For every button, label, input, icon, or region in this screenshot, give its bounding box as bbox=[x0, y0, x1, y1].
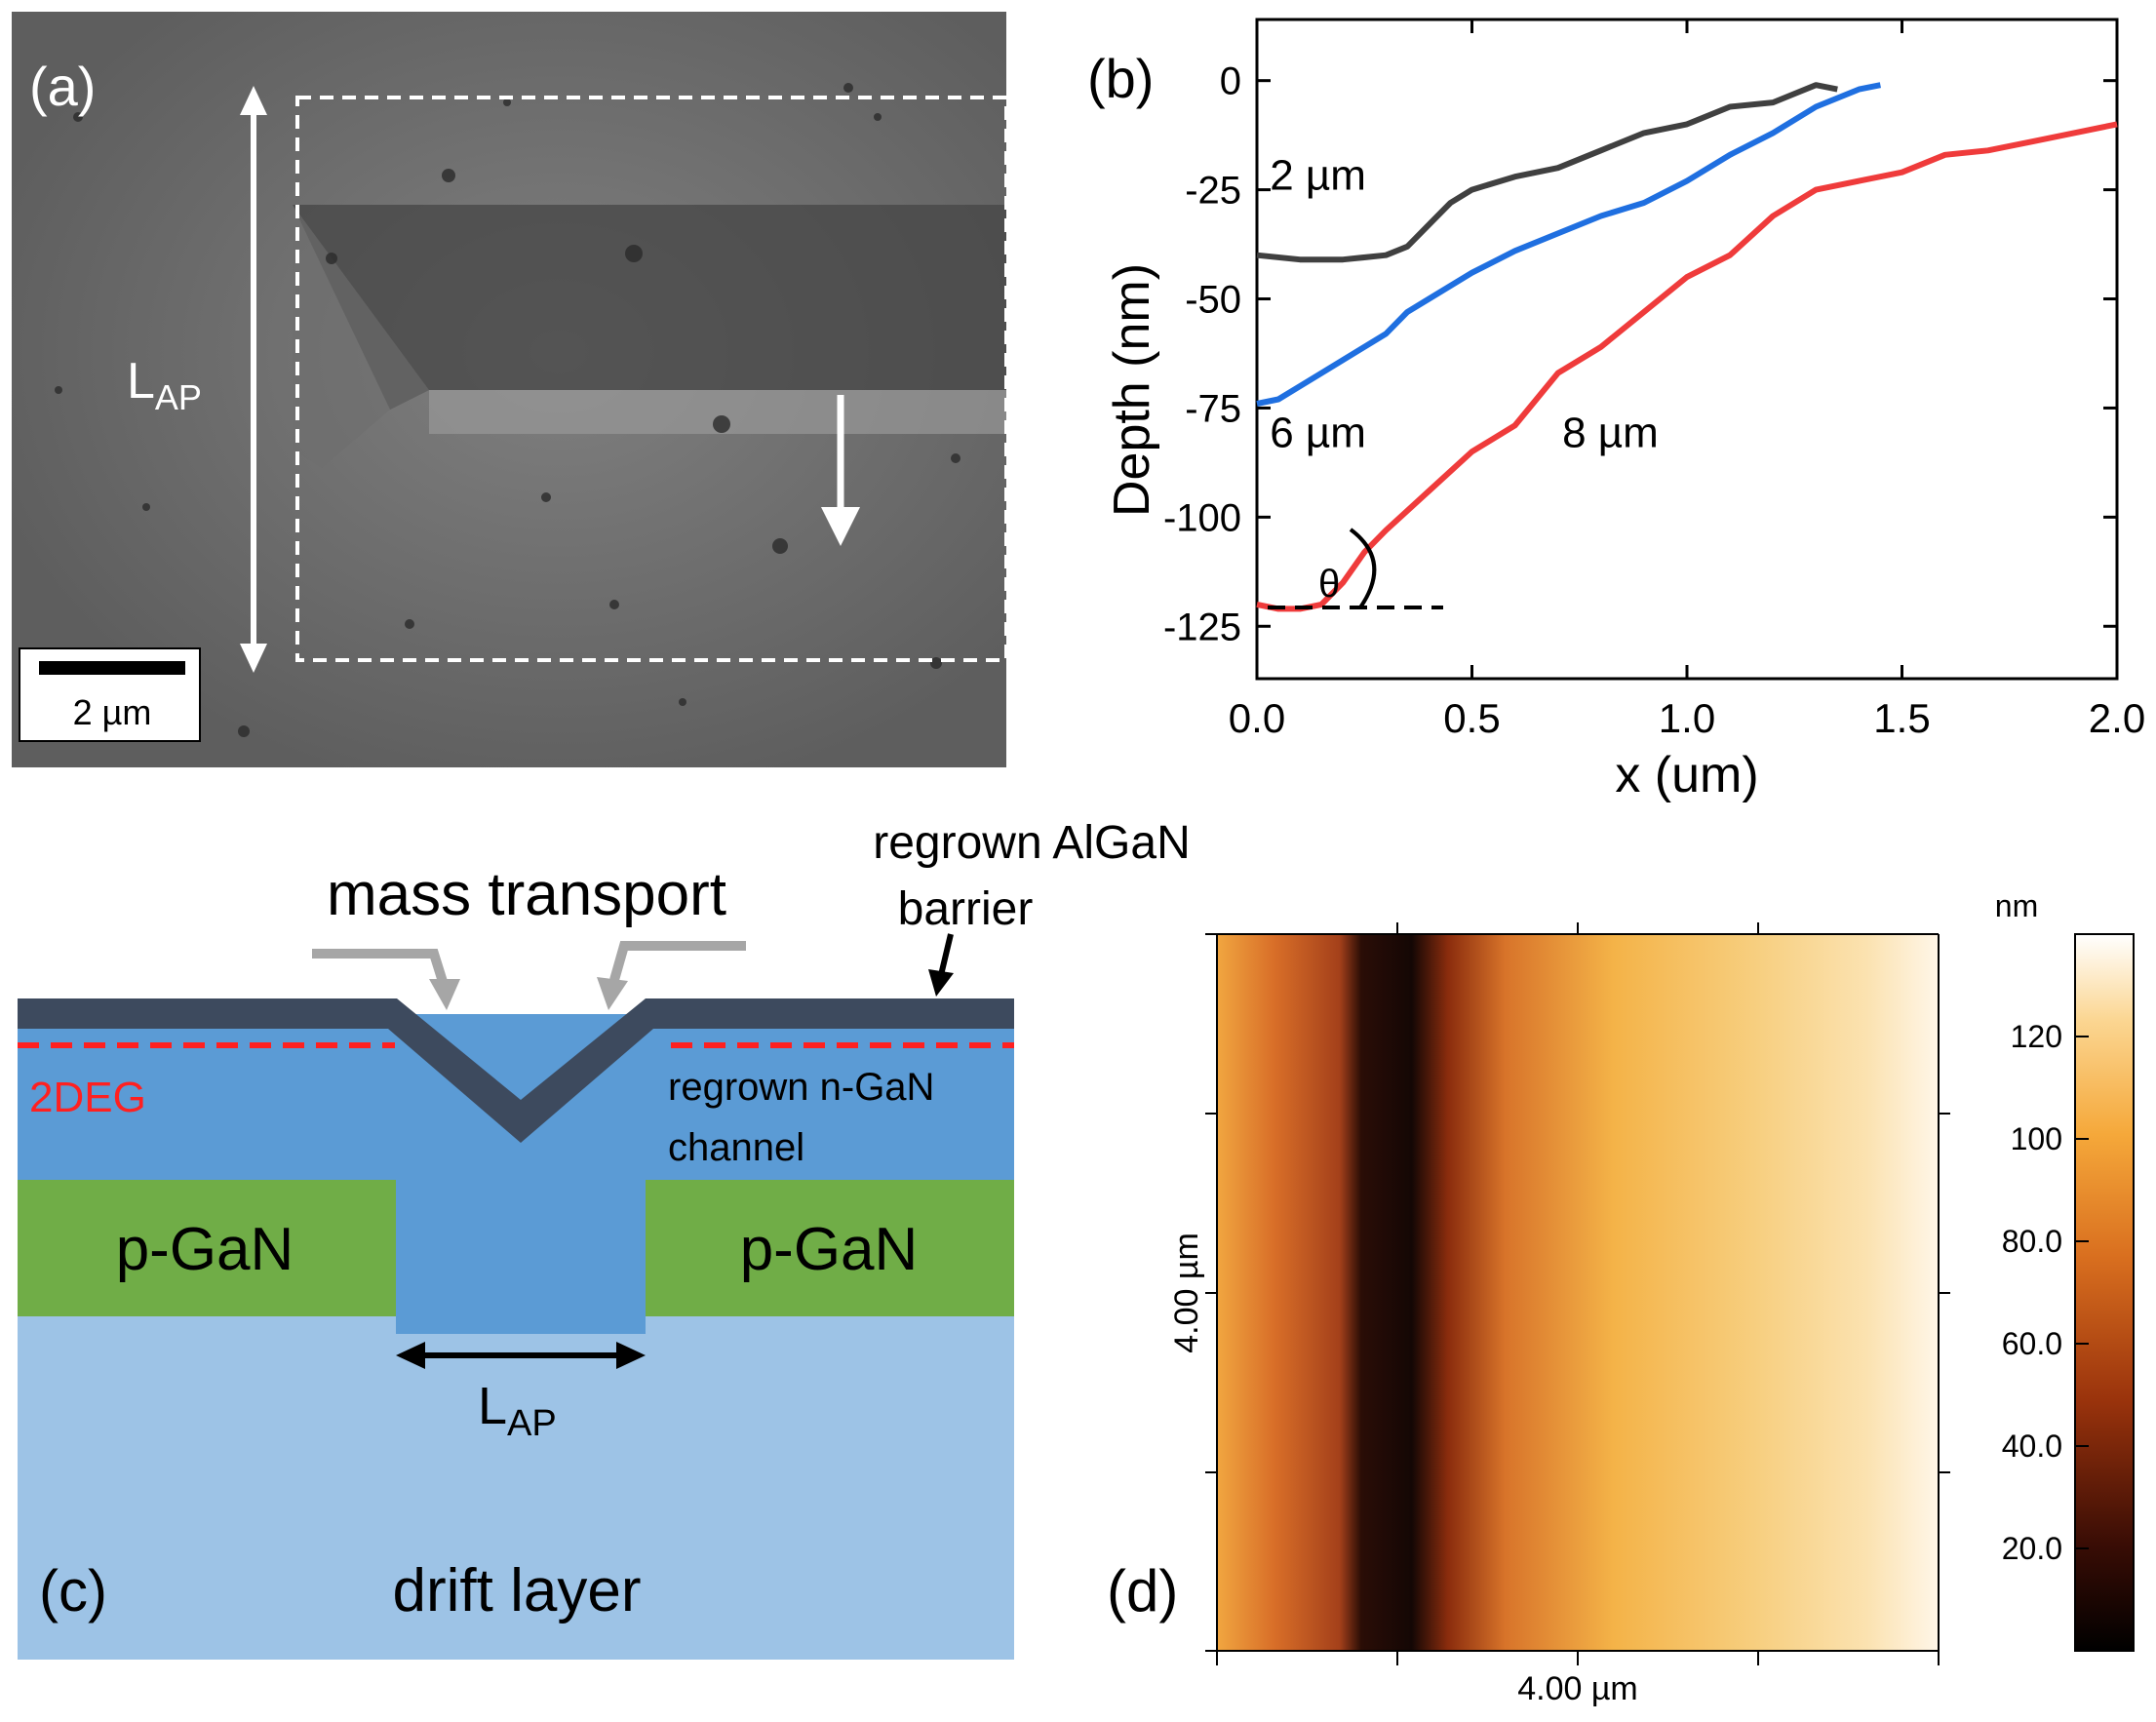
lap-arrow-head-top-icon bbox=[240, 86, 267, 115]
y-axis-title: Depth (nm) bbox=[1104, 263, 1160, 517]
y-tick-label: -50 bbox=[1185, 279, 1241, 322]
y-tick-label: -75 bbox=[1185, 387, 1241, 430]
plot-frame bbox=[1255, 18, 2119, 681]
y-tick-label: -125 bbox=[1163, 606, 1241, 648]
scalebar-label: 2 µm bbox=[73, 692, 152, 732]
x-tick-label: 1.0 bbox=[1659, 695, 1715, 741]
channel-label-line2: channel bbox=[668, 1126, 804, 1169]
lap-dimension-head-left-icon bbox=[396, 1342, 425, 1369]
x-tick-label: 0.0 bbox=[1229, 695, 1285, 741]
drift-layer-label: drift layer bbox=[393, 1557, 642, 1624]
colorbar-tick-label: 60.0 bbox=[2002, 1326, 2062, 1361]
colorbar bbox=[2074, 933, 2135, 1652]
chart-ticks: 0.0 0.5 1.0 1.5 2.0 0 -25 -50 -75 -100 -125 bbox=[1163, 20, 2145, 741]
channel-layer bbox=[18, 1014, 1014, 1334]
sem-specks bbox=[55, 83, 960, 737]
mass-transport-arrow-left-head-icon bbox=[429, 979, 460, 1010]
angle-label: θ bbox=[1318, 563, 1340, 606]
lap-dimension-head-right-icon bbox=[616, 1342, 646, 1369]
colorbar-tick-label: 120 bbox=[2011, 1019, 2062, 1054]
dashed-region bbox=[295, 96, 1008, 662]
sem-aperture-band bbox=[293, 205, 1006, 410]
angle-arc bbox=[1349, 528, 1377, 609]
mass-transport-arrow-right bbox=[609, 941, 746, 982]
mass-transport-label: mass transport bbox=[327, 861, 726, 928]
barrier-label-line2: barrier bbox=[898, 883, 1034, 935]
afm-y-label: 4.00 µm bbox=[1168, 1233, 1205, 1353]
panel-c-lap-main: L bbox=[478, 1377, 507, 1435]
colorbar-tick-label: 80.0 bbox=[2002, 1224, 2062, 1259]
panel-c: mass transport regrown AlGaN barrier 2DE… bbox=[18, 817, 1191, 1660]
series-label-1: 6 µm bbox=[1270, 410, 1366, 457]
barrier-layer bbox=[18, 998, 1014, 1143]
colorbar-tick-label: 100 bbox=[2011, 1121, 2062, 1156]
series-label-0: 2 µm bbox=[1270, 152, 1366, 200]
pgan-right bbox=[646, 1180, 1014, 1316]
series-line-1 bbox=[1256, 82, 1881, 407]
panel-c-lap-sub: AP bbox=[507, 1403, 557, 1444]
colorbar-ticks: 120 100 80.0 60.0 40.0 20.0 bbox=[2002, 1019, 2089, 1566]
colorbar-unit: nm bbox=[1995, 888, 2038, 923]
x-tick-label: 1.5 bbox=[1873, 695, 1930, 741]
panel-c-lap: LAP bbox=[478, 1377, 557, 1444]
direction-arrow-head-icon bbox=[821, 507, 860, 546]
panel-b-chart: 0.0 0.5 1.0 1.5 2.0 0 -25 -50 -75 -100 -125 2 µm 6 … bbox=[1087, 18, 2145, 803]
panel-a-lap-main: L bbox=[127, 353, 155, 410]
chart-lines bbox=[1256, 82, 2118, 612]
pgan-left bbox=[18, 1180, 396, 1316]
afm-ticks bbox=[1205, 922, 1950, 1665]
colorbar-tick-label: 40.0 bbox=[2002, 1428, 2062, 1464]
panel-a-lap: LAP bbox=[127, 353, 202, 417]
twodeg-label: 2DEG bbox=[29, 1074, 146, 1121]
series-label-2: 8 µm bbox=[1562, 410, 1659, 457]
channel-label-line1: regrown n-GaN bbox=[668, 1066, 934, 1109]
panel-d: 4.00 µm 4.00 µm (d) nm 120 100 80.0 60.0 40.… bbox=[1107, 888, 2135, 1707]
afm-x-label: 4.00 µm bbox=[1517, 1670, 1638, 1707]
chart-labels: 2 µm 6 µm 8 µm bbox=[1270, 152, 1659, 457]
sem-aperture-slope bbox=[293, 205, 429, 468]
panel-b-label: (b) bbox=[1087, 48, 1154, 109]
panel-c-label: (c) bbox=[39, 1558, 107, 1624]
panel-a: (a) LAP 2 µm bbox=[12, 12, 1008, 767]
x-axis-title: x (um) bbox=[1615, 747, 1758, 803]
scalebar bbox=[39, 661, 185, 675]
panel-a-lap-sub: AP bbox=[155, 377, 202, 417]
pgan-right-label: p-GaN bbox=[740, 1216, 919, 1283]
x-tick-label: 2.0 bbox=[2089, 695, 2145, 741]
series-line-0 bbox=[1256, 82, 1838, 263]
mass-transport-arrow-left bbox=[312, 949, 449, 987]
barrier-pointer bbox=[938, 933, 954, 976]
mass-transport-arrow-right-head-icon bbox=[597, 977, 628, 1010]
pgan-left-label: p-GaN bbox=[116, 1216, 294, 1283]
x-tick-label: 0.5 bbox=[1443, 695, 1500, 741]
y-tick-label: -100 bbox=[1163, 496, 1241, 539]
afm-image bbox=[1217, 934, 1939, 1651]
panel-d-label: (d) bbox=[1107, 1558, 1178, 1624]
drift-layer bbox=[18, 1316, 1014, 1660]
series-line-2 bbox=[1256, 121, 2118, 612]
lap-arrow-head-bottom-icon bbox=[240, 644, 267, 673]
y-tick-label: 0 bbox=[1220, 60, 1241, 103]
barrier-label-line1: regrown AlGaN bbox=[873, 817, 1190, 869]
panel-a-label: (a) bbox=[29, 56, 96, 117]
y-tick-label: -25 bbox=[1185, 170, 1241, 213]
barrier-pointer-head-icon bbox=[928, 969, 954, 997]
colorbar-tick-label: 20.0 bbox=[2002, 1531, 2062, 1566]
